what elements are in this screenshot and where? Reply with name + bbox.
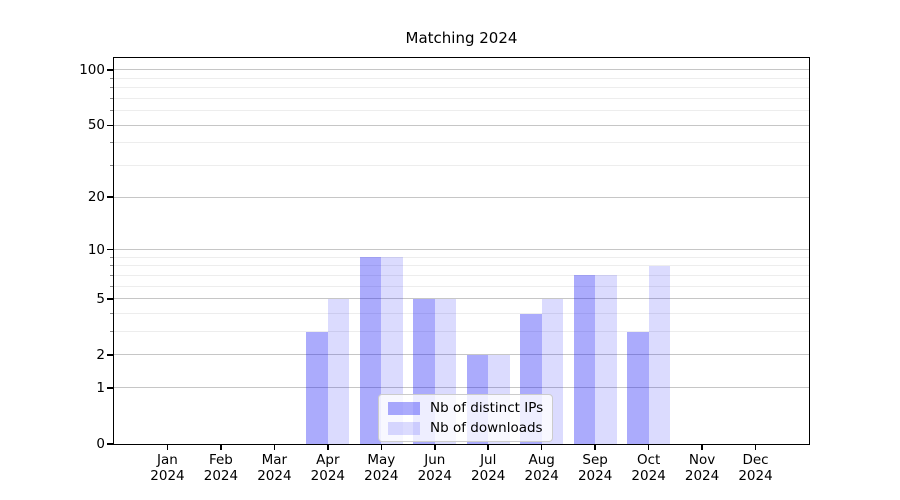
bar-distinct-ips	[627, 331, 649, 444]
y-minor-tick	[110, 97, 114, 99]
legend-item-downloads: Nb of downloads	[388, 420, 543, 436]
legend: Nb of distinct IPs Nb of downloads	[378, 394, 554, 442]
x-tick	[327, 444, 329, 450]
x-tick-label: Dec 2024	[738, 452, 773, 484]
gridline-minor	[114, 256, 809, 258]
y-tick	[107, 387, 114, 389]
y-minor-tick	[110, 142, 114, 144]
x-tick-label: Apr 2024	[310, 452, 346, 484]
gridline-major	[114, 69, 809, 71]
x-tick	[540, 444, 543, 450]
legend-label-distinct-ips: Nb of distinct IPs	[430, 400, 544, 416]
x-tick	[487, 444, 489, 450]
x-tick	[594, 444, 596, 450]
bar-distinct-ips	[306, 331, 328, 444]
gridline-major	[114, 298, 809, 300]
gridline-minor	[114, 265, 809, 267]
y-minor-tick	[110, 165, 114, 167]
y-tick	[107, 248, 114, 251]
legend-item-distinct-ips: Nb of distinct IPs	[388, 400, 543, 416]
x-tick	[166, 444, 169, 450]
bar-downloads	[648, 265, 670, 444]
y-minor-tick	[110, 313, 114, 315]
x-tick	[220, 444, 222, 450]
y-tick-label: 5	[96, 290, 105, 307]
y-tick	[107, 354, 114, 356]
x-tick-label: Jun 2024	[417, 452, 452, 484]
y-tick	[107, 443, 114, 445]
gridline-minor	[114, 285, 809, 287]
bar-downloads	[595, 275, 617, 444]
y-minor-tick	[110, 285, 114, 287]
x-tick-label: Sep 2024	[577, 452, 613, 484]
gridline-minor	[114, 97, 809, 99]
y-minor-tick	[110, 331, 114, 333]
plot-area: Nb of distinct IPs Nb of downloads	[113, 57, 810, 445]
x-tick-label: May 2024	[364, 452, 399, 484]
gridline-minor	[114, 331, 809, 333]
gridline-major	[114, 196, 809, 198]
gridline-major	[114, 387, 809, 389]
x-tick-label: Jul 2024	[471, 452, 506, 484]
y-minor-tick	[110, 265, 114, 267]
x-tick	[434, 444, 436, 450]
y-tick-label: 50	[87, 117, 105, 134]
y-tick-label: 1	[96, 379, 105, 396]
gridline-major	[114, 124, 809, 126]
y-tick	[107, 69, 114, 71]
x-tick-label: Nov 2024	[684, 452, 720, 484]
y-tick-label: 2	[96, 346, 105, 363]
y-tick-label: 10	[87, 241, 105, 258]
y-tick-label: 20	[87, 189, 105, 206]
legend-swatch-distinct-ips	[388, 401, 420, 415]
gridline-major	[114, 249, 809, 251]
gridline-minor	[114, 87, 809, 89]
x-tick-label: Feb 2024	[203, 452, 239, 484]
y-tick-label: 0	[96, 436, 105, 452]
chart-title: Matching 2024	[405, 29, 518, 47]
y-minor-tick	[110, 110, 114, 112]
x-tick	[380, 444, 383, 450]
gridline-minor	[114, 77, 809, 79]
gridline-minor	[114, 165, 809, 167]
gridline-minor	[114, 274, 809, 276]
x-tick	[701, 444, 703, 450]
x-tick-label: Jan 2024	[150, 452, 185, 484]
gridline-minor	[114, 142, 809, 144]
legend-swatch-downloads	[388, 421, 420, 435]
gridline-minor	[114, 110, 809, 112]
x-tick-label: Aug 2024	[524, 452, 559, 484]
y-minor-tick	[110, 274, 114, 276]
gridline-minor	[114, 313, 809, 315]
y-tick	[107, 124, 114, 127]
bar-distinct-ips	[359, 257, 382, 444]
bar-distinct-ips	[573, 275, 596, 444]
y-minor-tick	[110, 87, 114, 89]
x-tick-label: Mar 2024	[257, 452, 292, 484]
x-tick-label: Oct 2024	[631, 452, 666, 484]
gridline-major	[114, 354, 809, 356]
bar-downloads	[327, 298, 350, 444]
y-minor-tick	[110, 77, 114, 79]
legend-label-downloads: Nb of downloads	[430, 420, 543, 436]
y-tick	[107, 298, 114, 300]
y-tick-label: 100	[79, 61, 105, 78]
x-tick	[273, 444, 276, 450]
x-tick	[647, 444, 650, 450]
y-minor-tick	[110, 256, 114, 258]
y-tick	[107, 196, 114, 198]
x-tick	[754, 444, 757, 450]
